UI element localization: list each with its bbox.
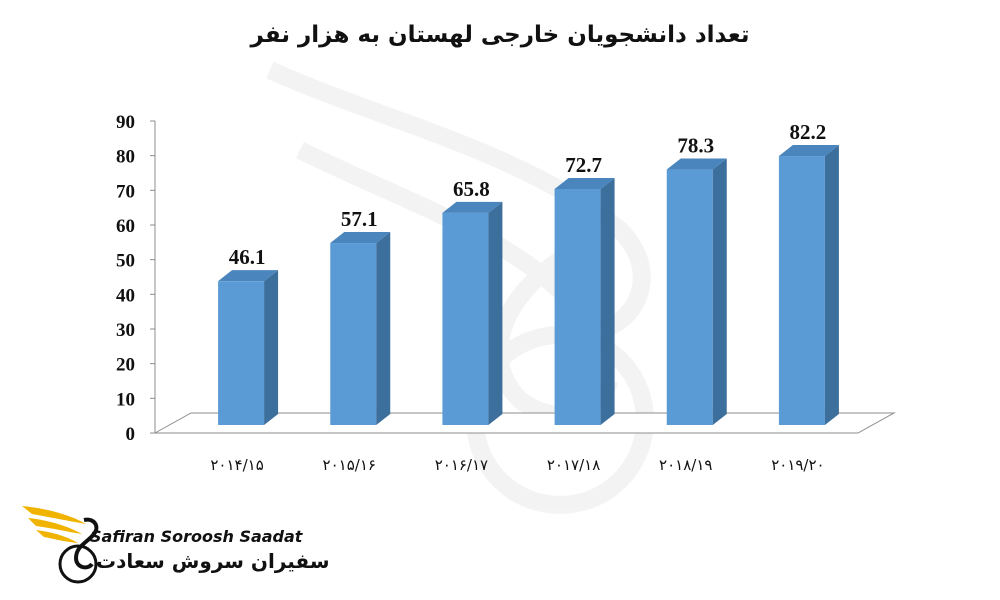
logo-text-en: Safiran Soroosh Saadat bbox=[90, 527, 303, 546]
logo-text-fa: سفیران سروش سعادت bbox=[96, 549, 330, 573]
data-label: 72.7 bbox=[565, 153, 602, 177]
labels: 0 10 20 30 40 50 60 70 80 90 46.1 ۲۰۱۴/۱۵ 57.1 ۲۰۱۵/۱… bbox=[116, 112, 826, 474]
y-tick-label: 50 bbox=[116, 251, 135, 272]
bars bbox=[218, 145, 839, 426]
bar-top bbox=[666, 158, 727, 170]
x-tick-label: ۲۰۱۷/۱۸ bbox=[547, 456, 600, 474]
x-tick-label: ۲۰۱۵/۱۶ bbox=[323, 456, 376, 474]
bar-front bbox=[666, 169, 713, 425]
y-tick-label: 60 bbox=[116, 216, 135, 237]
x-tick-label: ۲۰۱۴/۱۵ bbox=[210, 456, 263, 474]
y-tick-label: 40 bbox=[116, 285, 135, 306]
y-tick-label: 70 bbox=[116, 181, 135, 202]
y-tick-label: 80 bbox=[116, 147, 135, 168]
bar bbox=[778, 145, 839, 426]
bar-top bbox=[554, 177, 615, 189]
x-tick-label: ۲۰۱۶/۱۷ bbox=[435, 456, 488, 474]
data-label: 57.1 bbox=[341, 207, 378, 231]
bar-front bbox=[330, 243, 377, 425]
bar-side bbox=[600, 177, 615, 425]
chart-title: تعداد دانشجویان خارجی لهستان به هزار نفر bbox=[250, 22, 750, 48]
bar-front bbox=[218, 281, 265, 425]
bar bbox=[330, 232, 391, 425]
y-tick-label: 90 bbox=[116, 112, 135, 133]
data-label: 78.3 bbox=[677, 134, 714, 158]
data-label: 82.2 bbox=[790, 120, 827, 144]
bar-top bbox=[778, 145, 839, 157]
bar-front bbox=[554, 188, 601, 425]
bar bbox=[442, 201, 503, 425]
y-tick-label: 0 bbox=[126, 424, 136, 445]
bar-top bbox=[442, 201, 503, 213]
bar bbox=[666, 158, 727, 425]
y-tick-label: 20 bbox=[116, 355, 135, 376]
wing-icon bbox=[22, 506, 99, 584]
bar-front bbox=[442, 212, 489, 425]
x-tick-label: ۲۰۱۹/۲۰ bbox=[771, 456, 824, 474]
bar-front bbox=[778, 156, 825, 426]
y-tick-label: 10 bbox=[116, 389, 135, 410]
bar bbox=[218, 270, 279, 425]
bar-side bbox=[264, 270, 279, 425]
bar-side bbox=[824, 145, 839, 426]
data-label: 65.8 bbox=[453, 177, 490, 201]
data-label: 46.1 bbox=[229, 245, 266, 269]
bar-top bbox=[218, 270, 279, 282]
bar-side bbox=[376, 232, 391, 425]
x-tick-label: ۲۰۱۸/۱۹ bbox=[659, 456, 712, 474]
y-tick-label: 30 bbox=[116, 320, 135, 341]
company-logo bbox=[22, 506, 99, 584]
bar-side bbox=[488, 201, 503, 425]
bar-side bbox=[712, 158, 727, 425]
bar bbox=[554, 177, 615, 425]
bar-top bbox=[330, 232, 391, 244]
